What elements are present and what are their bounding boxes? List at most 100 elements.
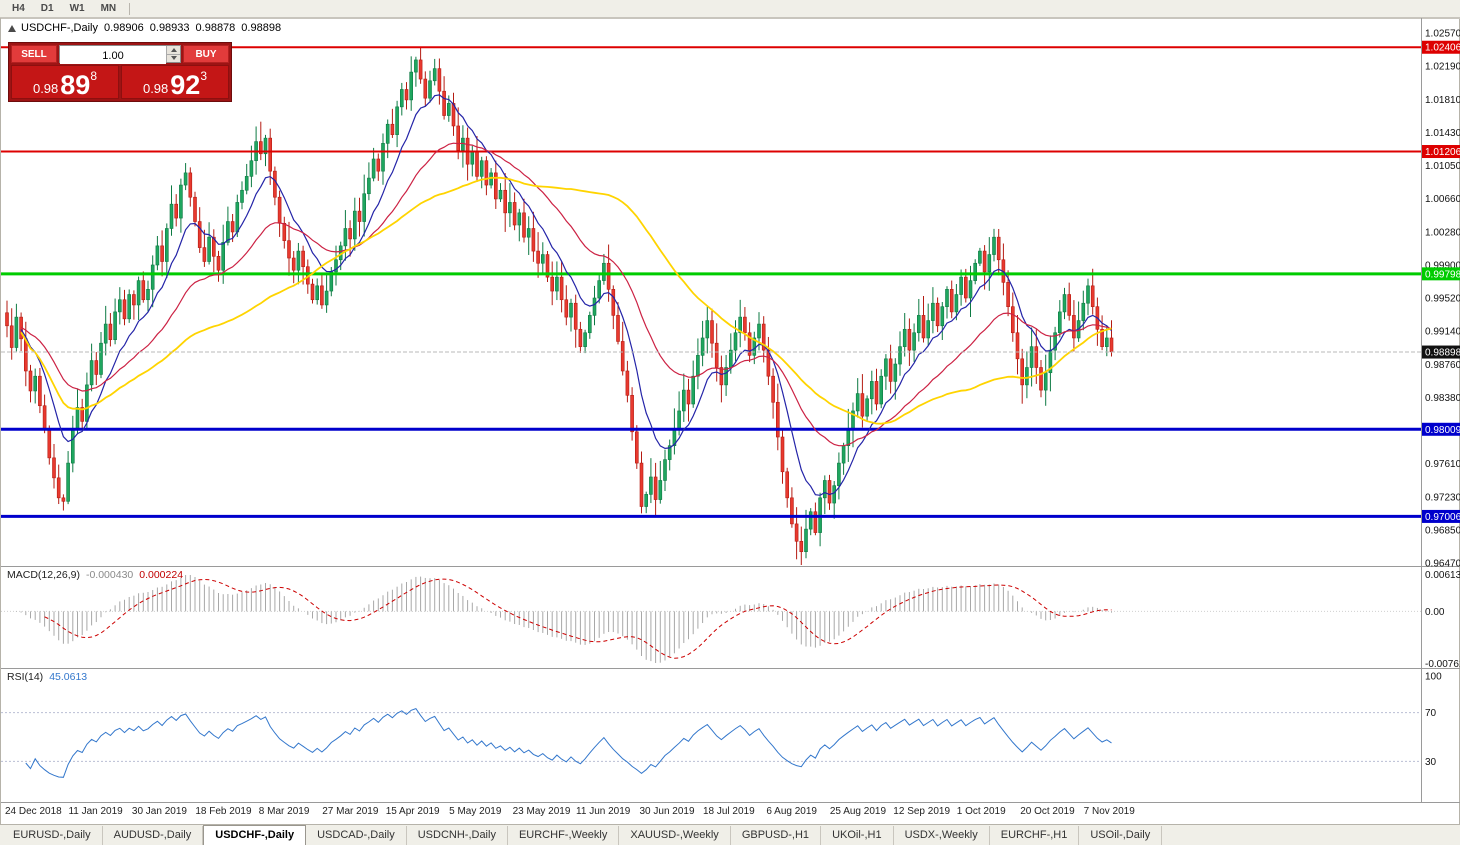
ohlc-low: 0.98878	[195, 22, 236, 34]
svg-text:1.02570: 1.02570	[1425, 29, 1460, 40]
svg-text:0.99520: 0.99520	[1425, 294, 1460, 305]
svg-text:27 Mar 2019: 27 Mar 2019	[322, 806, 379, 817]
rsi-panel-header: RSI(14) 45.0613	[7, 671, 87, 683]
svg-text:30: 30	[1425, 757, 1437, 768]
volume-control	[59, 45, 181, 64]
svg-text:0.99140: 0.99140	[1425, 327, 1460, 338]
chart-tab-usdcnh-daily[interactable]: USDCNH-,Daily	[407, 826, 508, 845]
svg-text:23 May 2019: 23 May 2019	[513, 806, 571, 817]
svg-text:0.00: 0.00	[1425, 607, 1445, 618]
svg-text:1.00280: 1.00280	[1425, 227, 1460, 238]
svg-text:0.96470: 0.96470	[1425, 559, 1460, 570]
ma-slow-line	[20, 176, 1112, 425]
chart-tab-usdx-weekly[interactable]: USDX-,Weekly	[894, 826, 990, 845]
sell-price-big: 89	[60, 69, 91, 100]
macd-title: MACD(12,26,9)	[7, 569, 80, 581]
timeframe-button-h4[interactable]: H4	[6, 1, 31, 16]
svg-text:30 Jun 2019: 30 Jun 2019	[640, 806, 695, 817]
toolbar-separator	[129, 2, 131, 15]
sell-price-sup: 8	[90, 69, 98, 83]
one-click-trade-panel: SELL BUY 0.98 89 8 0.98	[8, 42, 232, 102]
buy-price-big: 92	[170, 69, 201, 100]
svg-text:25 Aug 2019: 25 Aug 2019	[830, 806, 887, 817]
svg-text:70: 70	[1425, 708, 1437, 719]
macd-signal-line	[44, 578, 1112, 659]
panel-chrome	[1, 18, 1460, 803]
chart-tab-eurchf-h1[interactable]: EURCHF-,H1	[990, 826, 1080, 845]
svg-text:100: 100	[1425, 672, 1442, 683]
price-line-axis-label	[1422, 40, 1460, 54]
candlesticks	[5, 47, 1114, 565]
svg-text:1.01430: 1.01430	[1425, 128, 1460, 139]
chart-window: 1.02570 1.02190 1.01810 1.01430 1.01050 1.006…	[0, 18, 1460, 824]
svg-text:7 Nov 2019: 7 Nov 2019	[1084, 806, 1136, 817]
buy-price-display[interactable]: 0.98 92 3	[121, 65, 229, 99]
volume-input[interactable]	[60, 48, 166, 64]
x-axis-dates: 24 Dec 2018 11 Jan 2019 30 Jan 2019 18 Feb …	[5, 806, 1135, 817]
macd-main-value: -0.000430	[85, 569, 134, 581]
svg-text:1 Oct 2019: 1 Oct 2019	[957, 806, 1006, 817]
current-price-label	[1422, 345, 1460, 359]
svg-text:0.00613: 0.00613	[1425, 570, 1460, 581]
svg-text:1.00660: 1.00660	[1425, 194, 1460, 205]
chart-symbol-label: USDCHF-,Daily	[21, 22, 98, 34]
support-resistance-lines: 1.02406 1.01206 0.99798 0.98009 0.97006	[1, 40, 1460, 523]
svg-text:11 Jun 2019: 11 Jun 2019	[576, 806, 631, 817]
svg-text:0.99798: 0.99798	[1425, 269, 1460, 280]
svg-text:12 Sep 2019: 12 Sep 2019	[893, 806, 950, 817]
svg-text:15 Apr 2019: 15 Apr 2019	[386, 806, 440, 817]
svg-text:6 Aug 2019: 6 Aug 2019	[766, 806, 817, 817]
svg-text:0.98898: 0.98898	[1425, 348, 1460, 359]
ohlc-high: 0.98933	[149, 22, 190, 34]
svg-text:1.01810: 1.01810	[1425, 95, 1460, 106]
volume-decrease-button[interactable]	[167, 54, 180, 62]
chart-tab-usoil-daily[interactable]: USOil-,Daily	[1079, 826, 1163, 845]
rsi-value: 45.0613	[49, 671, 88, 683]
price-line-axis-label	[1422, 145, 1460, 159]
chart-tab-gbpusd-h1[interactable]: GBPUSD-,H1	[731, 826, 822, 845]
svg-text:20 Oct 2019: 20 Oct 2019	[1020, 806, 1075, 817]
rsi-axis-ticks: 100 70 30	[1425, 672, 1442, 768]
svg-text:18 Jul 2019: 18 Jul 2019	[703, 806, 755, 817]
sell-price-display[interactable]: 0.98 89 8	[11, 65, 119, 99]
buy-button[interactable]: BUY	[183, 45, 229, 63]
price-line-axis-label	[1422, 422, 1460, 436]
svg-text:0.97230: 0.97230	[1425, 492, 1460, 503]
ohlc-open: 0.98906	[104, 22, 144, 34]
rsi-title: RSI(14)	[7, 671, 44, 683]
svg-text:1.02406: 1.02406	[1425, 43, 1460, 54]
ohlc-close: 0.98898	[241, 22, 282, 34]
volume-increase-button[interactable]	[167, 46, 180, 55]
chart-tab-ukoil-h1[interactable]: UKOil-,H1	[821, 826, 894, 845]
svg-text:30 Jan 2019: 30 Jan 2019	[132, 806, 187, 817]
chart-tab-usdcad-daily[interactable]: USDCAD-,Daily	[306, 826, 407, 845]
timeframe-toolbar: H4 D1 W1 MN	[0, 0, 1460, 18]
svg-text:5 May 2019: 5 May 2019	[449, 806, 502, 817]
svg-text:1.02190: 1.02190	[1425, 62, 1460, 73]
price-chart-canvas[interactable]: 1.02570 1.02190 1.01810 1.01430 1.01050 1.006…	[1, 18, 1460, 824]
expand-triangle-icon[interactable]	[8, 24, 16, 32]
chart-tab-eurusd-daily[interactable]: EURUSD-,Daily	[2, 826, 103, 845]
chart-tab-eurchf-weekly[interactable]: EURCHF-,Weekly	[508, 826, 620, 845]
chart-header: USDCHF-,Daily 0.98906 0.98933 0.98878 0.…	[8, 22, 281, 34]
timeframe-button-d1[interactable]: D1	[35, 1, 60, 16]
svg-text:8 Mar 2019: 8 Mar 2019	[259, 806, 310, 817]
svg-text:0.98760: 0.98760	[1425, 360, 1460, 371]
buy-price-sup: 3	[200, 69, 208, 83]
svg-text:18 Feb 2019: 18 Feb 2019	[195, 806, 252, 817]
macd-signal-value: 0.000224	[139, 569, 184, 581]
price-line-axis-label	[1422, 509, 1460, 523]
svg-text:11 Jan 2019: 11 Jan 2019	[68, 806, 123, 817]
chart-tab-usdchf-daily[interactable]: USDCHF-,Daily	[203, 825, 307, 845]
timeframe-button-mn[interactable]: MN	[95, 1, 123, 16]
svg-text:1.01206: 1.01206	[1425, 147, 1460, 158]
timeframe-button-w1[interactable]: W1	[64, 1, 91, 16]
svg-text:0.96850: 0.96850	[1425, 525, 1460, 536]
chart-tab-xauusd-weekly[interactable]: XAUUSD-,Weekly	[619, 826, 731, 845]
macd-panel-header: MACD(12,26,9) -0.000430 0.000224	[7, 569, 183, 581]
svg-text:0.98009: 0.98009	[1425, 425, 1460, 436]
ma-mid-line	[20, 142, 1112, 447]
sell-button[interactable]: SELL	[11, 45, 57, 63]
chart-tab-audusd-daily[interactable]: AUDUSD-,Daily	[103, 826, 204, 845]
